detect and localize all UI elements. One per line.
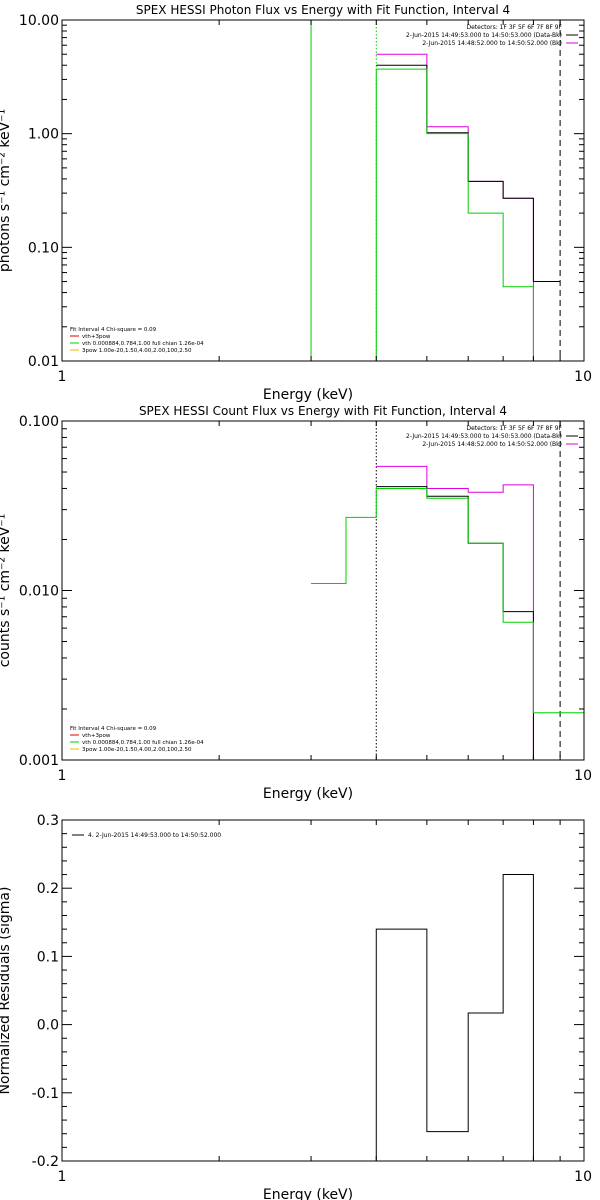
x-tick-label: 10 — [574, 369, 592, 385]
chart-panel-2: SPEX HESSI Count Flux vs Energy with Fit… — [0, 404, 592, 802]
fit-legend: Fit Interval 4 Chi-square = 0.09vth+3pow… — [70, 726, 204, 753]
y-tick-label: 0.01 — [28, 354, 59, 370]
plot-frame — [61, 19, 585, 362]
top-legend-entry: 2-Jun-2015 14:49:53.000 to 14:50:53.000 … — [406, 32, 562, 39]
interval-legend-entry: 4. 2-Jun-2015 14:49:53.000 to 14:50:52.0… — [88, 832, 221, 839]
x-tick-label: 1 — [58, 369, 67, 385]
x-tick-label: 10 — [574, 1169, 592, 1185]
fit-legend-entry: vth+3pow — [82, 334, 111, 340]
chart-panel-1: SPEX HESSI Photon Flux vs Energy with Fi… — [0, 3, 592, 403]
plot-frame — [61, 420, 585, 761]
y-tick-label: 0.1 — [37, 949, 59, 965]
x-axis: 1 10 — [58, 820, 592, 1185]
y-tick-label: 0.10 — [28, 240, 59, 256]
y-tick-label: 0.3 — [37, 813, 59, 829]
y-tick-label: 0.100 — [19, 414, 59, 430]
chart-panel-3: -0.2 -0.1 0.0 0.1 0.2 0.3 1 10 Energy (keV) Norma… — [0, 813, 592, 1200]
series-line-3 — [311, 487, 584, 714]
x-axis: 1 10 — [58, 421, 592, 784]
top-legend-entry: Detectors: 1F 3F 5F 6F 7F 8F 9F — [466, 425, 562, 432]
y-tick-label: 0.0 — [37, 1018, 59, 1034]
y-tick-label: -0.1 — [32, 1086, 59, 1102]
fit-legend-entry: vth+3pow — [82, 733, 111, 739]
top-legend-entry: 2-Jun-2015 14:48:52.000 to 14:50:52.000 … — [422, 40, 562, 47]
interval-legend: 4. 2-Jun-2015 14:49:53.000 to 14:50:52.0… — [72, 832, 221, 839]
y-axis: 0.001 0.010 0.100 — [19, 414, 584, 769]
fit-legend-header: Fit Interval 4 Chi-square = 0.09 — [70, 327, 157, 333]
y-tick-label: 0.001 — [19, 753, 59, 769]
y-tick-label: 0.2 — [37, 881, 59, 897]
fit-legend-entry: 3pow 1.00e-20,1.50,4.00,2.00,100,2.50 — [82, 747, 192, 753]
top-legend: Detectors: 1F 3F 5F 6F 7F 8F 9F2-Jun-201… — [406, 425, 578, 448]
y-axis: -0.2 -0.1 0.0 0.1 0.2 0.3 — [32, 813, 584, 1170]
y-axis-label: Normalized Residuals (sigma) — [0, 887, 13, 1095]
y-tick-label: 10.00 — [19, 13, 59, 29]
top-legend: Detectors: 1F 3F 5F 6F 7F 8F 9F2-Jun-201… — [406, 24, 578, 47]
fit-legend-entry: 3pow 1.00e-20,1.50,4.00,2.00,100,2.50 — [82, 348, 192, 354]
series-line-1 — [375, 874, 534, 1161]
top-legend-entry: 2-Jun-2015 14:49:53.000 to 14:50:53.000 … — [406, 433, 562, 440]
y-tick-label: 0.010 — [19, 584, 59, 600]
chart-title: SPEX HESSI Photon Flux vs Energy with Fi… — [136, 3, 510, 17]
y-axis-label: counts s⁻¹ cm⁻² keV⁻¹ — [0, 514, 13, 668]
y-tick-label: 1.00 — [28, 127, 59, 143]
chart-title: SPEX HESSI Count Flux vs Energy with Fit… — [139, 404, 507, 418]
x-axis-label: Energy (keV) — [263, 1187, 353, 1200]
top-legend-entry: 2-Jun-2015 14:48:52.000 to 14:50:52.000 … — [422, 441, 562, 448]
x-axis: 1 10 — [58, 20, 592, 385]
plot-frame — [61, 819, 585, 1162]
fit-legend-header: Fit Interval 4 Chi-square = 0.09 — [70, 726, 157, 732]
y-axis: 0.01 0.10 1.00 10.00 — [19, 13, 584, 370]
x-axis-label: Energy (keV) — [263, 387, 353, 403]
fit-legend-entry: vth 0.000884,0.784,1.00 full chian 1.26e… — [82, 341, 204, 347]
x-tick-label: 1 — [58, 768, 67, 784]
series-line-3 — [311, 68, 584, 361]
x-axis-label: Energy (keV) — [263, 786, 353, 802]
y-axis-label: photons s⁻¹ cm⁻² keV⁻¹ — [0, 109, 13, 272]
x-tick-label: 10 — [574, 768, 592, 784]
fit-legend: Fit Interval 4 Chi-square = 0.09vth+3pow… — [70, 327, 204, 354]
x-tick-label: 1 — [58, 1169, 67, 1185]
y-tick-label: -0.2 — [32, 1154, 59, 1170]
fit-legend-entry: vth 0.000884,0.784,1.00 full chian 1.26e… — [82, 740, 204, 746]
top-legend-entry: Detectors: 1F 3F 5F 6F 7F 8F 9F — [466, 24, 562, 31]
